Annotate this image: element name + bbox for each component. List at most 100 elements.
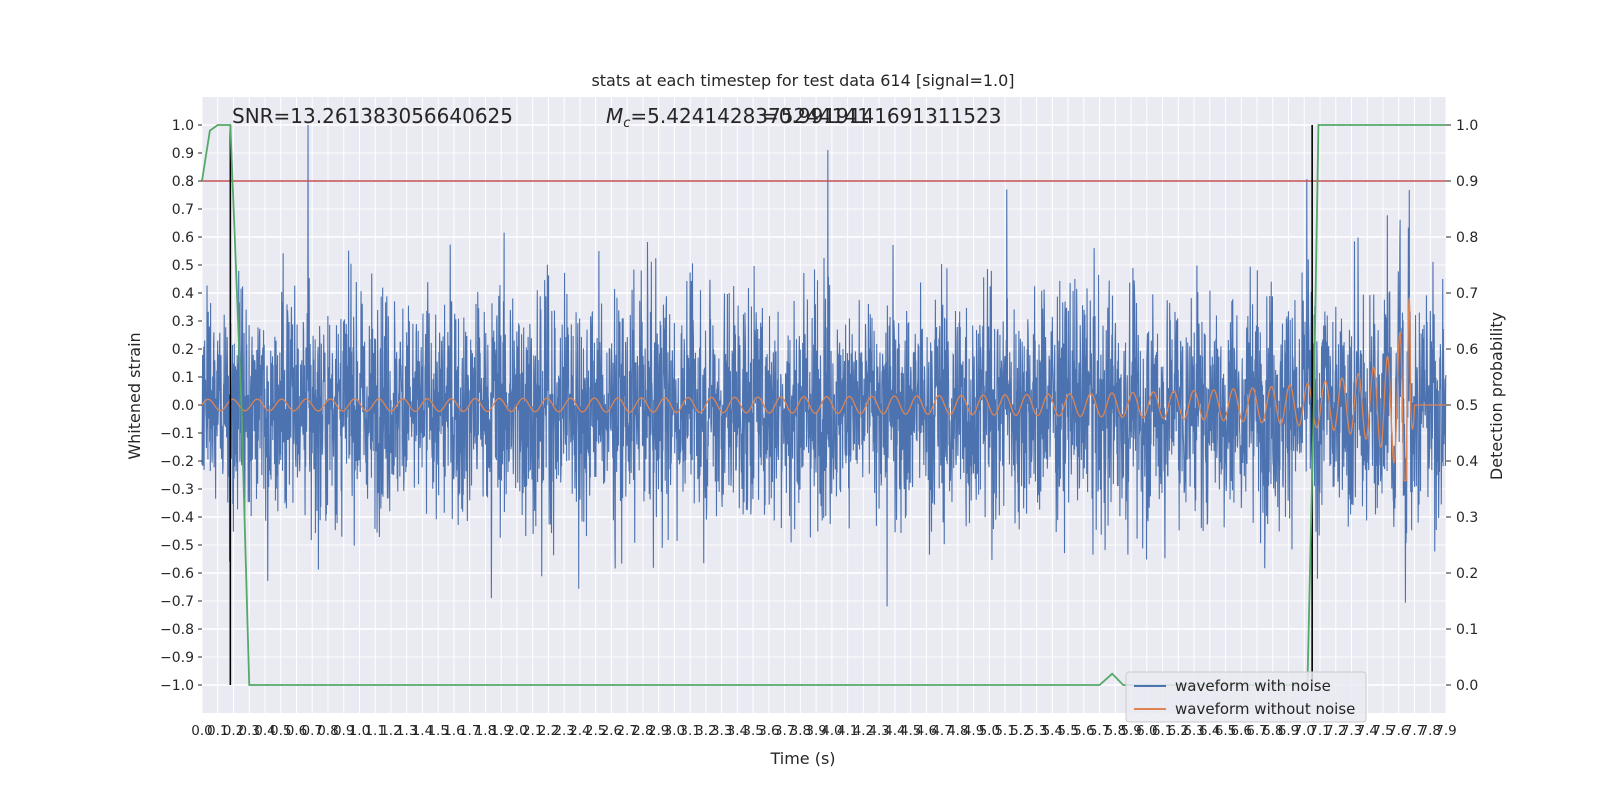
y-tick-label: 0.3 [172,314,194,330]
noisy-waveform-line [201,124,1447,607]
y2-tick-label: 0.7 [1456,286,1478,302]
x-tick-label: 4.8 [947,723,968,739]
y2-tick-label: 0.3 [1456,510,1478,526]
x-tick-label: 5.1 [994,723,1015,739]
y-tick-label: 0.0 [172,398,194,414]
x-tick-label: 1.2 [380,723,401,739]
x-tick-label: 0.5 [270,723,291,739]
x-tick-label: 7.0 [1294,723,1315,739]
x-tick-label: 4.2 [853,723,874,739]
x-tick-label: 3.0 [664,723,685,739]
x-tick-label: 2.3 [553,723,574,739]
y2-tick-labels: 1.0 0.9 0.8 0.7 0.6 0.5 0.4 0.3 0.2 0.1 0.0 [1446,118,1478,694]
x-tick-label: 1.8 [475,723,496,739]
x-tick-label: 0.8 [317,723,338,739]
y-tick-label: −0.2 [160,454,194,470]
x-tick-label: 1.0 [349,723,370,739]
y2-tick-label: 0.9 [1456,174,1478,190]
x-tick-label: 4.3 [868,723,889,739]
x-tick-label: 0.1 [207,723,228,739]
annotation-chirp-mass-value: =5.4241428375244141 [630,104,869,128]
x-tick-label: 7.5 [1372,723,1393,739]
x-tick-label: 5.7 [1089,723,1110,739]
y-tick-label: −1.0 [160,678,194,694]
y2-axis-label: Detection probability [1487,312,1506,480]
x-tick-label: 5.3 [1026,723,1047,739]
y2-tick-label: 0.8 [1456,230,1478,246]
x-tick-label: 6.1 [1152,723,1173,739]
y-tick-label: −0.6 [160,566,194,582]
y-tick-label: −0.7 [160,594,194,610]
x-tick-label: 5.0 [979,723,1000,739]
y2-tick-label: 0.4 [1456,454,1478,470]
series-waveform-without-noise [201,296,1446,482]
x-tick-label: 6.9 [1278,723,1299,739]
y2-tick-label: 1.0 [1456,118,1478,134]
x-tick-label: 3.9 [805,723,826,739]
x-tick-label: 7.9 [1435,723,1456,739]
x-tick-label: 7.1 [1309,723,1330,739]
series-detection-probability [201,124,1446,686]
y-tick-label: −0.3 [160,482,194,498]
series-waveform-with-noise [201,124,1447,607]
x-tick-label: 4.7 [931,723,952,739]
x-tick-label: 3.2 [695,723,716,739]
annotation-chirp-mass: Mc=5.4241428375244141 [606,104,870,131]
x-tick-label: 0.9 [333,723,354,739]
x-tick-label: 4.4 [884,723,905,739]
y-tick-label: 0.2 [172,342,194,358]
legend: waveform with noise waveform without noi… [1125,671,1367,723]
x-tick-label: 2.0 [506,723,527,739]
x-tick-label: 7.7 [1404,723,1425,739]
y-tick-label: 0.9 [172,146,194,162]
clean-waveform-line [201,296,1446,482]
vertical-markers [229,125,1313,685]
x-tick-label: 3.5 [742,723,763,739]
x-tick-label: 4.9 [963,723,984,739]
x-tick-label: 1.4 [412,723,433,739]
x-tick-label: 3.1 [679,723,700,739]
y-tick-label: −0.4 [160,510,194,526]
x-tick-label: 7.2 [1325,723,1346,739]
y-tick-label: 0.4 [172,286,194,302]
x-tick-label: 1.5 [427,723,448,739]
x-tick-label: 1.3 [396,723,417,739]
chart-title: stats at each timestep for test data 614… [591,71,1014,90]
y-tick-label: 0.7 [172,202,194,218]
x-tick-label: 1.7 [459,723,480,739]
annotation-chirp-mass-symbol: M [606,104,623,128]
x-tick-label: 3.6 [758,723,779,739]
y-tick-label: 0.8 [172,174,194,190]
x-tick-label: 2.6 [601,723,622,739]
x-tick-label: 6.0 [1136,723,1157,739]
x-tick-label: 2.2 [538,723,559,739]
x-tick-label: 6.3 [1183,723,1204,739]
y-tick-label: 0.6 [172,230,194,246]
x-tick-label: 2.4 [569,723,590,739]
x-tick-label: 1.1 [364,723,385,739]
y-tick-label: −0.1 [160,426,194,442]
x-tick-label: 2.8 [632,723,653,739]
y-tick-label: 0.5 [172,258,194,274]
x-tick-label: 6.6 [1231,723,1252,739]
x-tick-label: 2.7 [616,723,637,739]
x-tick-label: 5.9 [1120,723,1141,739]
x-tick-label: 1.6 [443,723,464,739]
annotation-snr: SNR=13.261383056640625 [232,104,513,128]
x-tick-label: 3.4 [727,723,748,739]
x-tick-label: 2.5 [585,723,606,739]
y-tick-label: −0.8 [160,622,194,638]
y-tick-label: 0.1 [172,370,194,386]
x-tick-label: 6.8 [1262,723,1283,739]
x-tick-label: 7.4 [1357,723,1378,739]
x-tick-label: 0.7 [301,723,322,739]
x-tick-label: 0.4 [254,723,275,739]
x-tick-label: 4.6 [916,723,937,739]
x-tick-label: 5.6 [1073,723,1094,739]
x-tick-label: 0.2 [223,723,244,739]
x-tick-labels: 0.00.10.20.30.40.50.60.70.80.91.01.11.21… [191,723,1456,739]
annotation-chirp-mass-subscript: c [623,116,630,131]
x-tick-label: 4.5 [900,723,921,739]
x-tick-label: 4.0 [821,723,842,739]
